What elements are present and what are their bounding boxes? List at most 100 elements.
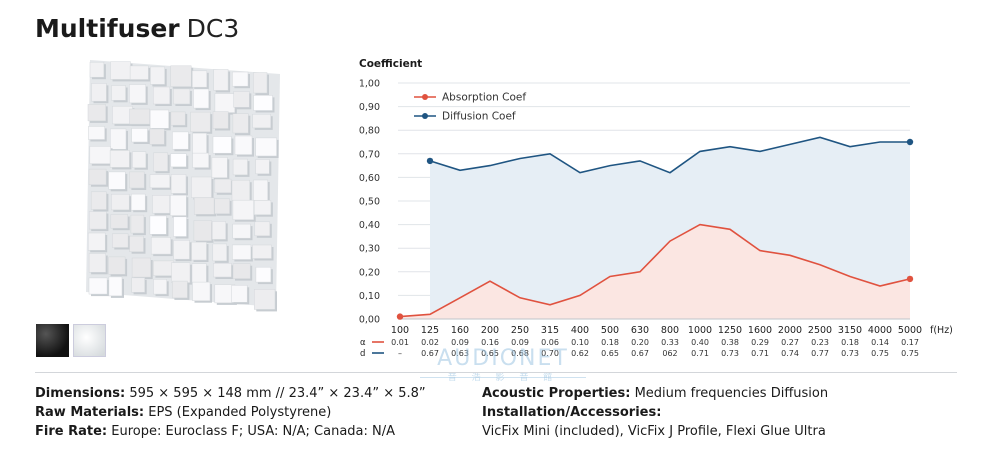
panel-block <box>131 128 148 143</box>
panel-block <box>153 86 171 105</box>
y-tick-label: 0,50 <box>359 197 380 208</box>
panel-block <box>214 93 236 113</box>
x-tick-label: 1000 <box>688 325 712 336</box>
panel-block <box>150 237 171 255</box>
panel-block <box>149 215 167 235</box>
absorption-value-label: 0.10 <box>571 338 589 347</box>
panel-block <box>89 146 111 164</box>
y-tick-label: 0,30 <box>359 244 380 255</box>
panel-block <box>253 72 268 94</box>
panel-block <box>212 111 229 129</box>
diffusion-point <box>906 138 914 146</box>
panel-block <box>88 126 105 140</box>
panel-block <box>193 197 215 215</box>
absorption-value-label: 0.17 <box>901 338 919 347</box>
diffusion-value-label: 0.67 <box>631 349 649 358</box>
absorption-value-label: 0.18 <box>841 338 859 347</box>
panel-block <box>254 289 276 310</box>
diffusion-value-label: 062 <box>662 349 677 358</box>
panel-block <box>91 83 107 102</box>
panel-block <box>232 113 249 134</box>
panel-block <box>152 195 170 214</box>
specs-left-column: Dimensions: 595 × 595 × 148 mm // 23.4” … <box>35 384 426 441</box>
diffusion-value-label: 0.67 <box>421 349 439 358</box>
panel-block <box>191 263 207 284</box>
panel-block <box>253 95 273 111</box>
diffusion-value-label: 0.75 <box>871 349 889 358</box>
raw-materials-label: Raw Materials: <box>35 405 145 420</box>
panel-block <box>109 150 130 168</box>
diffusion-value-label: 0.65 <box>601 349 619 358</box>
panel-block <box>149 174 171 189</box>
legend-absorption-marker <box>422 94 428 100</box>
panel-block <box>88 211 107 230</box>
diffusion-point <box>426 157 434 165</box>
panel-block <box>253 179 268 201</box>
panel-block <box>153 279 167 295</box>
installation-row: Installation/Accessories: <box>482 403 828 422</box>
white-finish-swatch[interactable] <box>73 324 106 357</box>
panel-block <box>252 113 271 129</box>
panel-block <box>213 69 229 91</box>
panel-block <box>193 220 212 242</box>
diffusion-value-label: 0.75 <box>901 349 919 358</box>
panel-block <box>170 65 192 87</box>
product-title: Multifuser DC3 <box>35 14 239 44</box>
product-model: DC3 <box>186 14 240 43</box>
diffusion-value-label: 0.73 <box>841 349 859 358</box>
x-axis-title: f(Hz) <box>930 325 953 336</box>
y-tick-label: 1,00 <box>359 79 380 90</box>
legend-diffusion-marker <box>422 113 428 119</box>
y-tick-label: 0,20 <box>359 267 380 278</box>
x-tick-label: 5000 <box>898 325 922 336</box>
absorption-value-label: 0.27 <box>781 338 799 347</box>
panel-block <box>111 85 126 101</box>
panel-block <box>172 280 188 299</box>
absorption-value-label: 0.33 <box>661 338 679 347</box>
panel-block <box>252 244 272 259</box>
fire-rate-row: Fire Rate: Europe: Euroclass F; USA: N/A… <box>35 422 426 441</box>
panel-block <box>255 137 277 157</box>
x-tick-label: 400 <box>571 325 589 336</box>
panel-block <box>170 153 187 168</box>
panel-block <box>232 71 249 87</box>
panel-block <box>170 174 187 194</box>
y-tick-label: 0,40 <box>359 220 380 231</box>
raw-materials-value: EPS (Expanded Polystyrene) <box>148 405 332 420</box>
diffusion-value-label: 0.62 <box>571 349 589 358</box>
x-tick-label: 160 <box>451 325 469 336</box>
panel-block <box>108 256 126 275</box>
black-finish-swatch[interactable] <box>36 324 69 357</box>
panel-block <box>130 193 146 211</box>
x-tick-label: 800 <box>661 325 679 336</box>
panel-block <box>153 260 175 276</box>
x-tick-label: 4000 <box>868 325 892 336</box>
panel-block <box>149 128 165 145</box>
panel-block <box>129 84 146 104</box>
panel-block <box>214 178 232 194</box>
section-divider <box>35 372 957 373</box>
diffusion-value-label: – <box>398 349 402 358</box>
coefficient-chart: Coefficient 0,00 0,10 0,20 0,30 0,40 0,50 0,60 0… <box>359 58 953 359</box>
diffusion-value-label: 0.65 <box>481 349 499 358</box>
y-tick-label: 0,80 <box>359 126 380 137</box>
diffusion-value-label: 0.63 <box>451 349 469 358</box>
y-tick-label: 0,70 <box>359 149 380 160</box>
absorption-point <box>906 275 914 283</box>
absorption-value-label: 0.09 <box>451 338 469 347</box>
panel-block <box>170 194 187 216</box>
dimensions-label: Dimensions: <box>35 386 126 401</box>
absorption-value-label: 0.06 <box>541 338 559 347</box>
absorption-area <box>400 224 910 319</box>
panel-block <box>108 171 126 190</box>
panel-block <box>234 135 253 155</box>
x-tick-label: 2000 <box>778 325 802 336</box>
panel-block <box>171 262 191 283</box>
x-tick-label: 500 <box>601 325 619 336</box>
diffusion-value-label: 0.73 <box>721 349 739 358</box>
panel-block <box>129 235 144 252</box>
panel-block <box>110 128 127 150</box>
x-tick-label: 1600 <box>748 325 772 336</box>
y-tick-label: 0,10 <box>359 291 380 302</box>
fire-rate-value: Europe: Euroclass F; USA: N/A; Canada: N… <box>111 424 396 439</box>
